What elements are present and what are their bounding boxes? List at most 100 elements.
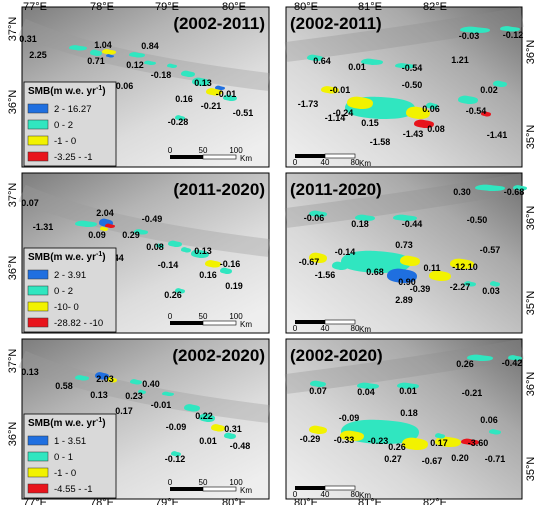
glacier-patch [500, 26, 520, 32]
smb-value-label: 0.01 [348, 62, 366, 72]
smb-value-label: 0.13 [90, 390, 108, 400]
smb-value-label: -0.21 [201, 101, 222, 111]
smb-value-label: 0.64 [313, 56, 331, 66]
scale-tick-label: 40 [321, 158, 330, 167]
legend-title-end: ) [102, 418, 105, 429]
smb-value-label: -0.68 [504, 187, 525, 197]
glacier-patch [406, 106, 430, 119]
scale-tick-label: 0 [293, 158, 298, 167]
glacier-patch [224, 432, 236, 439]
glacier-patch [69, 45, 87, 51]
smb-value-label: 0.03 [482, 286, 500, 296]
scale-unit: Km [240, 486, 252, 495]
latitude-label: 37°N [7, 349, 19, 374]
latitude-label: 37°N [7, 183, 19, 208]
legend-swatch [27, 151, 49, 162]
smb-value-label: 0.31 [19, 34, 37, 44]
smb-value-label: 2.03 [96, 374, 114, 384]
smb-value-label: 2.89 [395, 295, 413, 305]
latitude-label: 36°N [525, 206, 537, 231]
smb-value-label: -0.51 [233, 108, 254, 118]
longitude-label: 78°E [90, 1, 114, 13]
longitude-label: 79°E [155, 1, 179, 13]
scale-segment [295, 154, 325, 158]
period-title: (2002-2011) [173, 14, 265, 33]
scale-tick-label: 80 [351, 324, 360, 333]
smb-value-label: 2.25 [29, 50, 47, 60]
glacier-patch [513, 185, 527, 191]
glacier-patch [481, 111, 491, 117]
smb-value-label: 0.13 [21, 367, 39, 377]
latitude-label: 36°N [7, 90, 19, 115]
legend-swatch [27, 135, 49, 146]
scale-tick-label: 0 [293, 490, 298, 499]
left-map-panel-3: (2002-2020) 0.13 0.58 2.03 0.40 0.13 0.23 0.17 -… [7, 338, 271, 500]
glacier-patch [309, 252, 327, 263]
legend-title: SMB(m w.e. yr-1) [28, 417, 106, 429]
smb-value-label: -0.71 [485, 454, 506, 464]
smb-value-label: 0.18 [400, 408, 418, 418]
glacier-patch [129, 52, 145, 58]
legend-swatch [27, 467, 49, 478]
scale-tick-label: 40 [321, 490, 330, 499]
scale-tick-label: 80 [351, 490, 360, 499]
smb-value-label: 1.21 [451, 55, 469, 65]
smb-value-label: -0.28 [168, 117, 189, 127]
glacier-patch [387, 268, 417, 283]
glacier-patch [309, 425, 327, 434]
period-title: (2002-2020) [172, 346, 265, 365]
legend: SMB(m w.e. yr-1) 2 - 3.91 0 - 2 -10- 0 -28.8… [23, 247, 117, 333]
glacier-patch [162, 391, 174, 396]
scale-bar: 0 40 80 Km [293, 485, 371, 500]
glacier-patch [450, 258, 474, 269]
glacier-patch [138, 389, 146, 394]
glacier-patch [458, 95, 478, 104]
smb-value-label: -1.43 [403, 129, 424, 139]
period-title: (2011-2020) [173, 180, 265, 199]
smb-value-label: 0.16 [199, 270, 217, 280]
legend-item-label: -1 - 0 [54, 136, 76, 147]
longitude-label: 79°E [155, 497, 179, 505]
legend-item-label: -1 - 0 [54, 468, 76, 479]
scale-tick-label: 100 [229, 146, 243, 155]
scale-unit: Km [240, 154, 252, 163]
smb-value-label: -0.21 [462, 388, 483, 398]
ridge-shading [18, 184, 271, 257]
legend-item-label: -3.25 - -1 [54, 152, 93, 163]
latitude-label: 35°N [525, 291, 537, 316]
scale-unit: Km [359, 159, 371, 168]
ridge-shading [284, 339, 524, 394]
glacier-patch [100, 226, 108, 231]
smb-value-label: -1.58 [370, 137, 391, 147]
glacier-patch [400, 255, 420, 266]
smb-value-label: 0.71 [87, 56, 105, 66]
glacier-patch [181, 70, 195, 77]
smb-value-label: -0.54 [402, 63, 423, 73]
glacier-patch [460, 26, 490, 33]
glacier-patch [184, 404, 200, 412]
scale-unit: Km [359, 491, 371, 500]
legend-swatch [27, 301, 49, 312]
glacier-patch [168, 240, 182, 247]
smb-value-label: -12.10 [452, 262, 478, 272]
smb-value-label: 0.68 [366, 267, 384, 277]
glacier-patch [426, 102, 438, 109]
smb-value-label: -0.29 [300, 434, 321, 444]
glacier-patch [467, 354, 493, 361]
smb-value-label: -0.14 [335, 247, 356, 257]
glacier-patch [206, 88, 222, 96]
longitude-label: 81°E [358, 497, 382, 505]
scale-unit: Km [359, 325, 371, 334]
glacier-patch [171, 451, 181, 457]
legend-swatch [27, 103, 49, 114]
smb-value-label: 0.23 [125, 391, 143, 401]
scale-tick-label: 50 [199, 146, 208, 155]
period-title: (2002-2020) [290, 346, 383, 365]
legend-title-superscript: -1 [96, 85, 102, 92]
longitude-label: 82°E [423, 497, 447, 505]
smb-value-label: 0.08 [427, 124, 445, 134]
scale-segment [202, 486, 237, 492]
glacier-patch [435, 433, 445, 439]
smb-value-label: -0.39 [410, 284, 431, 294]
